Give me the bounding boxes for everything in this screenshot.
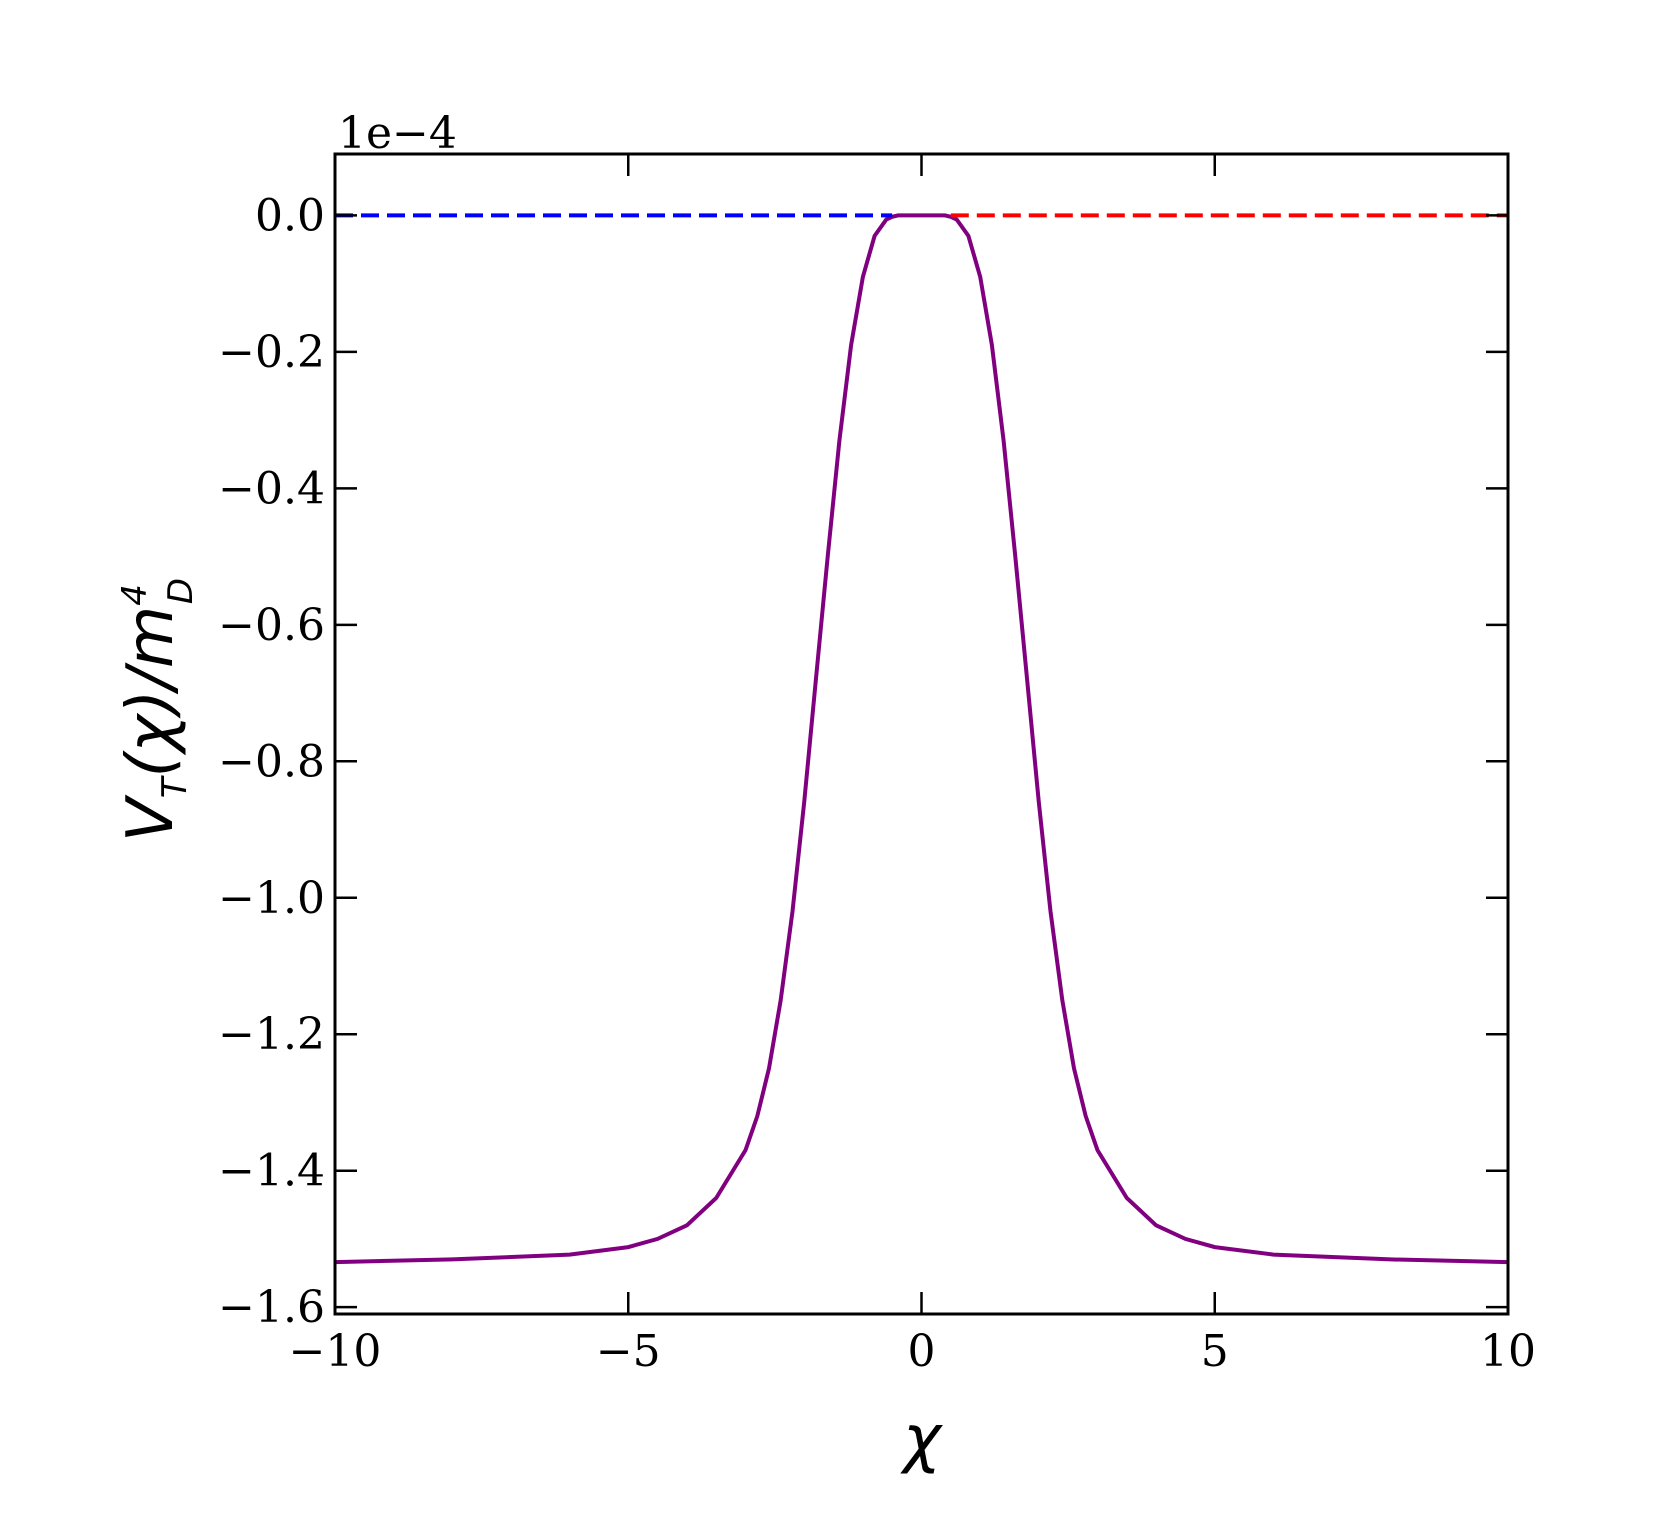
y-label-main-subscript: T xyxy=(155,775,195,798)
y-tick-label: −0.2 xyxy=(218,327,325,378)
y-label-power-subscript: D xyxy=(161,578,201,604)
x-tick-label: 0 xyxy=(908,1326,936,1377)
series-line-0 xyxy=(334,213,1509,1265)
y-label-arg: (χ)/m xyxy=(114,606,188,778)
y-label-power: 4 xyxy=(115,584,155,606)
series-layer xyxy=(334,213,1509,1265)
x-tick-label: −10 xyxy=(289,1326,382,1377)
y-label-main: V xyxy=(114,794,188,842)
y-axis-label: VT(χ)/m4 D xyxy=(114,578,201,842)
y-tick-label: −0.6 xyxy=(218,600,325,651)
y-tick-label: −1.6 xyxy=(218,1282,325,1333)
y-tick-label: −1.4 xyxy=(218,1146,325,1197)
plot-frame xyxy=(333,152,1510,1316)
x-tick-label: 5 xyxy=(1201,1326,1229,1377)
x-tick-label: 10 xyxy=(1480,1326,1536,1377)
x-axis-label: χ xyxy=(900,1402,943,1476)
y-tick-label: −0.4 xyxy=(218,463,325,514)
tick-labels-layer: −10 −5 0 5 10 0.0 −0.2 −0.4 −0.6 −0.8 −1.0 −1.2 −1.4… xyxy=(218,190,1536,1377)
y-tick-label: −1.2 xyxy=(218,1009,325,1060)
x-tick-label: −5 xyxy=(596,1326,661,1377)
y-tick-label: 0.0 xyxy=(255,190,325,241)
y-offset-text: 1e−4 xyxy=(338,108,457,159)
y-tick-label: −0.8 xyxy=(218,736,325,787)
y-tick-label: −1.0 xyxy=(218,873,325,924)
